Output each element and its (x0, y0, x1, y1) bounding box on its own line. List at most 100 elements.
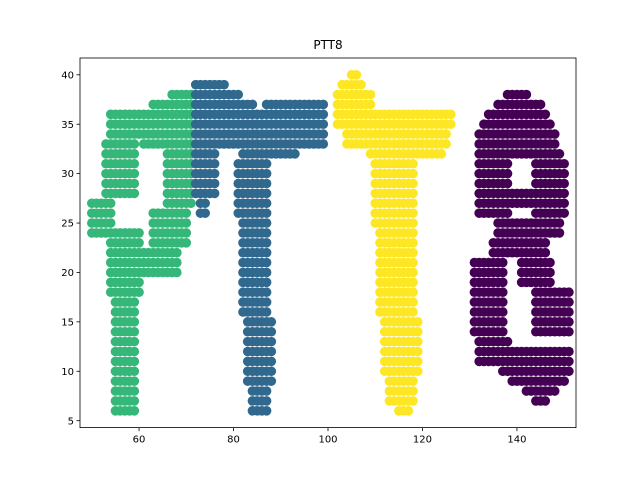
data-point (266, 356, 277, 367)
data-point (261, 257, 272, 268)
data-point (412, 346, 423, 357)
y-tick-label: 20 (61, 268, 74, 279)
data-point (441, 139, 451, 149)
data-point (559, 208, 569, 218)
data-point (564, 287, 574, 298)
data-point (502, 208, 513, 218)
y-tick-label: 10 (61, 367, 74, 378)
data-point (559, 376, 569, 386)
data-point (545, 277, 555, 288)
data-point (134, 277, 144, 288)
data-point (497, 277, 508, 288)
data-point (408, 158, 418, 169)
data-point (219, 79, 229, 90)
data-point (408, 287, 418, 298)
data-point (181, 228, 192, 238)
data-point (497, 317, 508, 327)
data-point (129, 326, 140, 337)
data-point (266, 366, 277, 377)
data-point (549, 386, 560, 396)
data-point (441, 129, 451, 139)
series-T1 (190, 79, 329, 416)
data-point (564, 297, 574, 307)
data-point (261, 297, 272, 307)
data-point (497, 267, 508, 278)
data-point (408, 257, 418, 268)
data-point (129, 396, 140, 406)
data-point (564, 317, 574, 327)
data-point (209, 178, 220, 189)
data-point (233, 89, 244, 100)
data-point (412, 356, 423, 367)
data-point (521, 89, 532, 100)
x-tick-label: 140 (507, 435, 526, 446)
data-point (408, 178, 418, 189)
data-point (266, 336, 277, 347)
data-point (129, 188, 140, 199)
data-point (134, 228, 144, 238)
y-tick-label: 30 (61, 169, 74, 180)
x-tick-label: 120 (413, 435, 432, 446)
x-axis: 60 80 100 120 140 (133, 427, 526, 446)
data-point (129, 158, 140, 169)
data-point (497, 297, 508, 307)
data-point (540, 109, 551, 120)
data-point (266, 326, 277, 337)
data-point (261, 218, 272, 228)
y-tick-label: 15 (61, 317, 74, 328)
data-point (408, 376, 418, 386)
data-point (129, 168, 140, 179)
data-point (172, 267, 182, 278)
data-point (408, 386, 418, 396)
data-point (497, 287, 508, 298)
y-tick-label: 35 (61, 120, 74, 131)
data-points (87, 70, 574, 416)
x-tick-label: 60 (133, 435, 146, 446)
data-point (261, 247, 272, 258)
data-point (436, 149, 447, 159)
data-point (403, 406, 414, 416)
data-point (186, 198, 196, 209)
data-point (559, 178, 569, 189)
data-point (129, 386, 140, 396)
y-axis: 5 10 15 20 25 30 35 40 (61, 70, 80, 427)
data-point (412, 336, 423, 347)
data-point (549, 129, 560, 139)
data-point (209, 149, 220, 159)
data-point (412, 317, 423, 327)
data-point (502, 336, 513, 347)
data-point (129, 317, 140, 327)
data-point (502, 158, 513, 169)
data-point (356, 79, 366, 90)
data-point (526, 198, 536, 209)
data-point (559, 188, 569, 199)
data-point (105, 208, 116, 218)
data-point (318, 99, 329, 110)
data-point (446, 119, 456, 130)
x-tick-label: 100 (318, 435, 337, 446)
data-point (408, 277, 418, 288)
data-point (549, 139, 560, 149)
data-point (564, 346, 574, 357)
series-8 (469, 89, 574, 406)
data-point (266, 376, 277, 386)
data-point (408, 168, 418, 179)
data-point (408, 247, 418, 258)
data-point (408, 218, 418, 228)
data-point (554, 149, 565, 159)
data-point (261, 267, 272, 278)
data-point (408, 188, 418, 199)
data-point (540, 247, 551, 258)
data-point (497, 307, 508, 317)
data-point (554, 218, 565, 228)
data-point (446, 109, 456, 120)
data-point (261, 228, 272, 238)
data-point (129, 297, 140, 307)
data-point (318, 129, 329, 139)
data-point (554, 228, 565, 238)
data-point (129, 336, 140, 347)
data-point (559, 198, 569, 209)
data-point (129, 366, 140, 377)
data-point (408, 307, 418, 317)
